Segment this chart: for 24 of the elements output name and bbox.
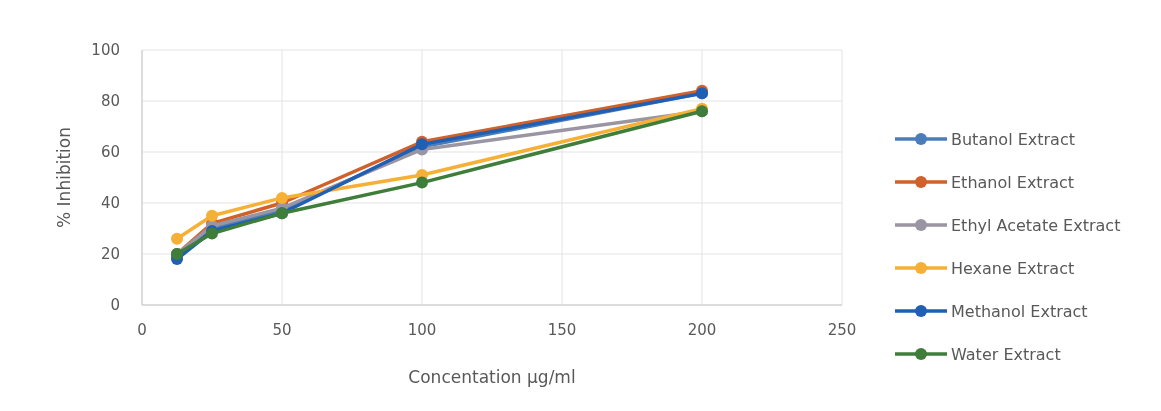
legend-label: Hexane Extract <box>951 259 1075 278</box>
x-axis-title: Concentation µg/ml <box>408 367 576 387</box>
point <box>206 209 218 222</box>
x-tick-label: 250 <box>827 321 857 339</box>
y-tick-label: 0 <box>110 296 120 314</box>
y-tick-label: 100 <box>91 41 120 59</box>
point <box>171 232 183 245</box>
y-tick-label: 20 <box>100 245 120 263</box>
legend-label: Ethyl Acetate Extract <box>951 216 1121 235</box>
y-tick-label: 80 <box>100 92 120 110</box>
y-tick-label: 40 <box>100 194 120 212</box>
legend-label: Butanol Extract <box>951 130 1075 149</box>
x-tick-label: 150 <box>547 321 577 339</box>
x-tick-label: 0 <box>137 321 147 339</box>
x-tick-label: 200 <box>687 321 717 339</box>
point <box>416 176 428 189</box>
x-tick-label: 50 <box>272 321 292 339</box>
legend-label: Ethanol Extract <box>951 173 1075 192</box>
x-tick-label: 100 <box>407 321 437 339</box>
point <box>276 191 288 204</box>
legend-label: Water Extract <box>951 345 1061 364</box>
y-axis-title: % Inhibition <box>54 127 74 228</box>
legend-label: Methanol Extract <box>951 302 1088 321</box>
y-tick-label: 60 <box>100 143 120 161</box>
